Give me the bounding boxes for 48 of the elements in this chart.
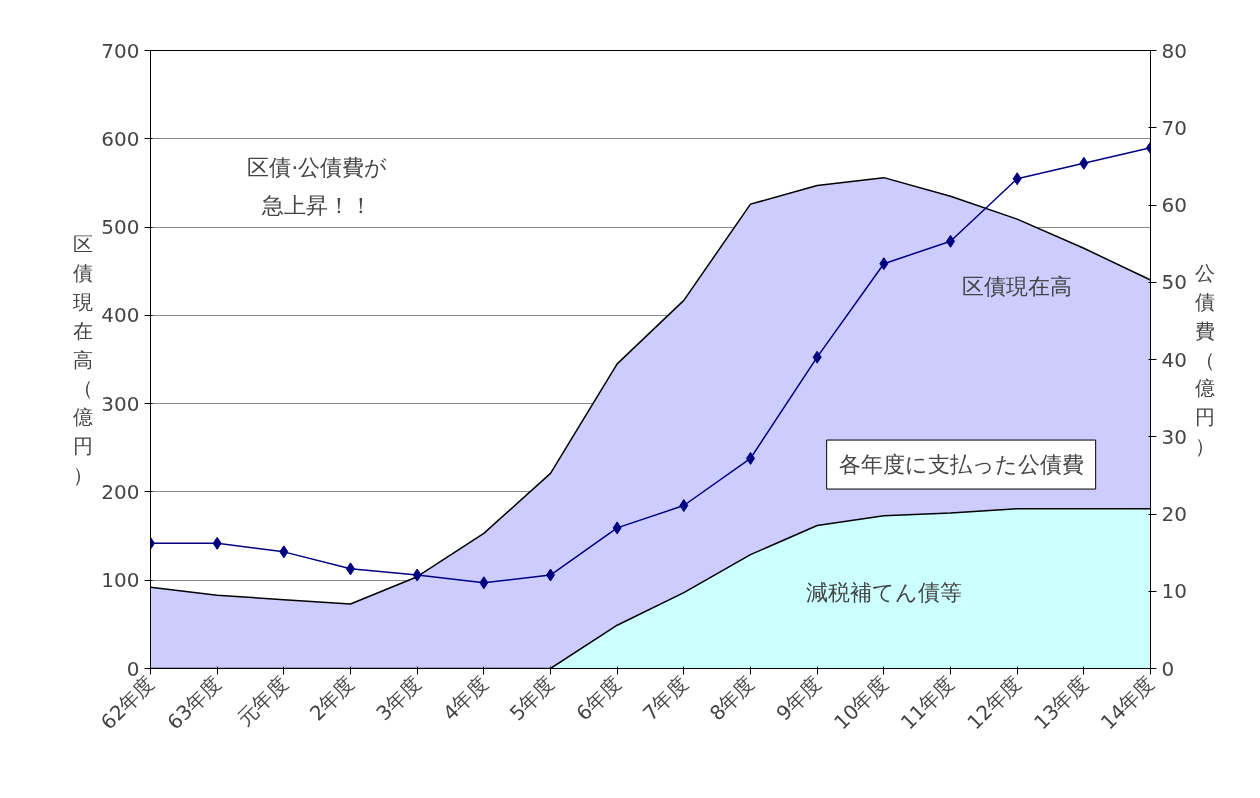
x-tick-label: 13年度: [1029, 671, 1093, 735]
point: [212, 536, 222, 550]
y2-tick-label: 30: [1161, 424, 1187, 449]
y2-tick-label: 0: [1161, 656, 1175, 681]
point: [679, 499, 689, 512]
x-tick-label: 3年度: [371, 671, 426, 726]
point: [279, 545, 289, 559]
point: [1079, 156, 1089, 170]
y2-tick-label: 20: [1161, 502, 1187, 526]
x-tick-label: 12年度: [962, 671, 1026, 735]
y2-tick-label: 60: [1161, 193, 1187, 217]
annotation: 急上昇！！: [261, 192, 373, 218]
x-tick-label: 5年度: [504, 671, 559, 726]
series-label: 減税補てん債等: [805, 579, 962, 605]
y-tick-label: 600: [101, 126, 140, 151]
y-tick-label: 100: [101, 568, 140, 593]
annotation: 各年度に支払った公債費: [838, 452, 1084, 478]
point: [612, 521, 622, 535]
y-tick-label: 400: [101, 303, 140, 328]
text: 区債現在高（億円）: [73, 232, 94, 487]
y2-axis-title: 公債費（億円）: [1194, 261, 1215, 458]
y-tick-label: 700: [101, 38, 140, 63]
point: [879, 257, 889, 271]
x-tick-label: 10年度: [829, 671, 893, 735]
x-tick-label: 2年度: [304, 671, 359, 726]
y2-tick-label: 80: [1161, 38, 1187, 63]
point: [1012, 172, 1022, 186]
x-tick-label: 7年度: [638, 671, 693, 726]
point: [812, 350, 822, 364]
x-tick-label: 8年度: [704, 671, 759, 726]
x-tick-label: 11年度: [895, 671, 959, 735]
y2-tick-label: 40: [1161, 347, 1187, 372]
x-tick-label: 6年度: [571, 671, 626, 726]
y2-tick-label: 10: [1161, 579, 1187, 604]
point: [412, 568, 422, 582]
x-tick-label: 元年度: [232, 671, 293, 731]
x-tick-label: 63年度: [162, 671, 226, 735]
x-tick-label: 9年度: [771, 671, 826, 726]
y-tick-label: 500: [101, 215, 140, 240]
point: [479, 576, 489, 590]
series-label: 区債現在高: [962, 274, 1073, 300]
x-tick-label: 4年度: [438, 671, 493, 726]
y-tick-label: 300: [101, 391, 140, 416]
annotation: 区債·公債費が: [247, 155, 388, 181]
y2-tick-label: 50: [1161, 270, 1187, 295]
y2-tick-label: 70: [1161, 115, 1187, 140]
y-tick-label: 200: [101, 479, 140, 504]
x-tick-label: 14年度: [1095, 671, 1159, 735]
